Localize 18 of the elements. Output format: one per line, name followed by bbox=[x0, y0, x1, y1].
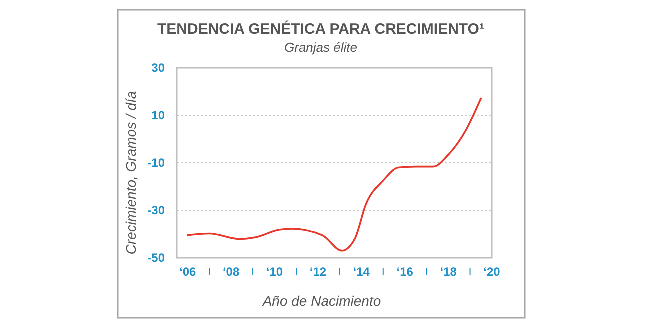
x-tick-label: ‘18 bbox=[440, 265, 458, 279]
x-tick-label: ‘14 bbox=[353, 265, 370, 279]
x-tick-label: ‘20 bbox=[484, 265, 501, 279]
y-tick-label: -10 bbox=[148, 156, 166, 170]
y-tick-label: -50 bbox=[148, 251, 166, 265]
chart-title: TENDENCIA GENÉTICA PARA CRECIMIENTO¹ bbox=[158, 20, 484, 38]
x-tick-label: ‘12 bbox=[310, 265, 327, 279]
x-tick-label: ‘10 bbox=[266, 265, 284, 279]
x-tick-label: ‘16 bbox=[396, 265, 414, 279]
x-axis-title: Año de Nacimiento bbox=[262, 293, 382, 309]
y-axis-title: Crecimiento, Gramos / día bbox=[123, 91, 139, 255]
chart-subtitle: Granjas élite bbox=[284, 40, 358, 55]
x-tick-label: ‘06 bbox=[180, 265, 197, 279]
x-tick-label: ‘08 bbox=[222, 265, 240, 279]
y-tick-label: 10 bbox=[152, 108, 166, 122]
line-series bbox=[186, 98, 482, 252]
y-tick-label: -30 bbox=[148, 204, 166, 218]
y-tick-label: 30 bbox=[152, 61, 166, 75]
